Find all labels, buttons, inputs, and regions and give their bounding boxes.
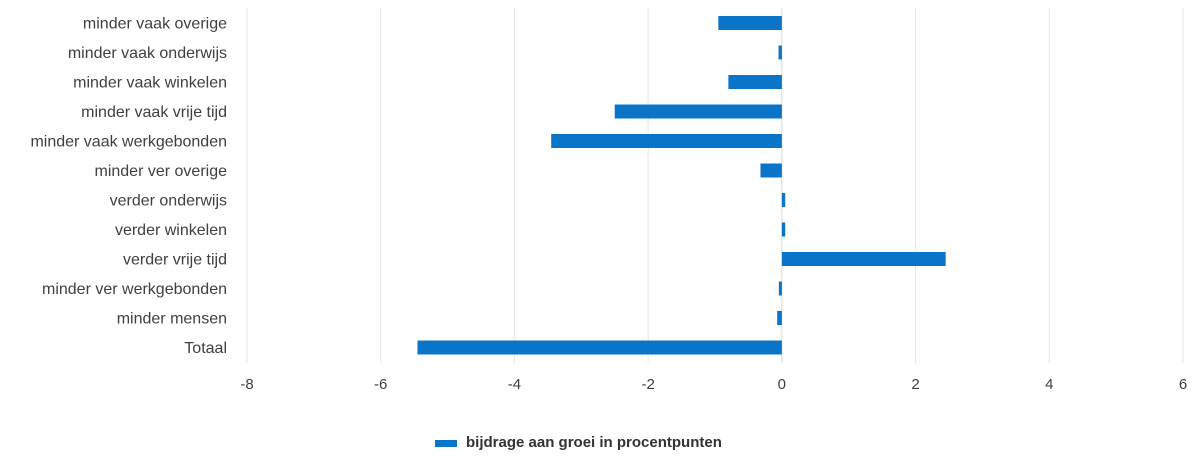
x-tick-label: -2 xyxy=(641,376,654,393)
x-tick-label: -6 xyxy=(374,376,387,393)
bar xyxy=(781,222,786,237)
category-label: minder vaak werkgebonden xyxy=(30,134,227,151)
category-label: minder mensen xyxy=(117,311,227,328)
legend-swatch xyxy=(435,440,457,447)
category-label: minder ver overige xyxy=(95,163,228,180)
bar xyxy=(777,311,782,325)
category-label: minder vaak overige xyxy=(83,16,227,33)
x-tick-label: -4 xyxy=(508,376,521,393)
x-tick-labels: -8 -6 -4 -2 0 2 4 6 xyxy=(240,376,1187,393)
bar xyxy=(417,340,782,355)
category-label: verder winkelen xyxy=(115,222,227,239)
legend-label: bijdrage aan groei in procentpunten xyxy=(466,434,722,451)
bar xyxy=(781,193,786,207)
x-tick-label: 6 xyxy=(1179,376,1187,393)
category-label: minder ver werkgebonden xyxy=(42,281,227,298)
bars xyxy=(417,16,946,355)
bar xyxy=(778,281,782,296)
category-label: minder vaak winkelen xyxy=(73,75,227,92)
bar xyxy=(614,104,782,119)
bar xyxy=(781,252,946,266)
category-labels: minder vaak overige minder vaak onderwijs… xyxy=(30,16,227,358)
category-label: minder vaak vrije tijd xyxy=(81,104,227,121)
bar xyxy=(760,163,782,178)
bar xyxy=(551,134,782,148)
x-tick-label: -8 xyxy=(240,376,253,393)
bar xyxy=(778,45,782,60)
legend: bijdrage aan groei in procentpunten xyxy=(435,434,722,451)
category-label: verder onderwijs xyxy=(110,193,227,210)
gridlines xyxy=(246,8,1184,363)
category-label: verder vrije tijd xyxy=(123,252,227,269)
category-label: Totaal xyxy=(184,340,227,357)
x-tick-label: 0 xyxy=(778,376,786,393)
category-label: minder vaak onderwijs xyxy=(68,45,227,62)
bar xyxy=(728,75,782,89)
bar xyxy=(718,16,782,30)
x-tick-label: 2 xyxy=(911,376,919,393)
x-tick-label: 4 xyxy=(1045,376,1053,393)
